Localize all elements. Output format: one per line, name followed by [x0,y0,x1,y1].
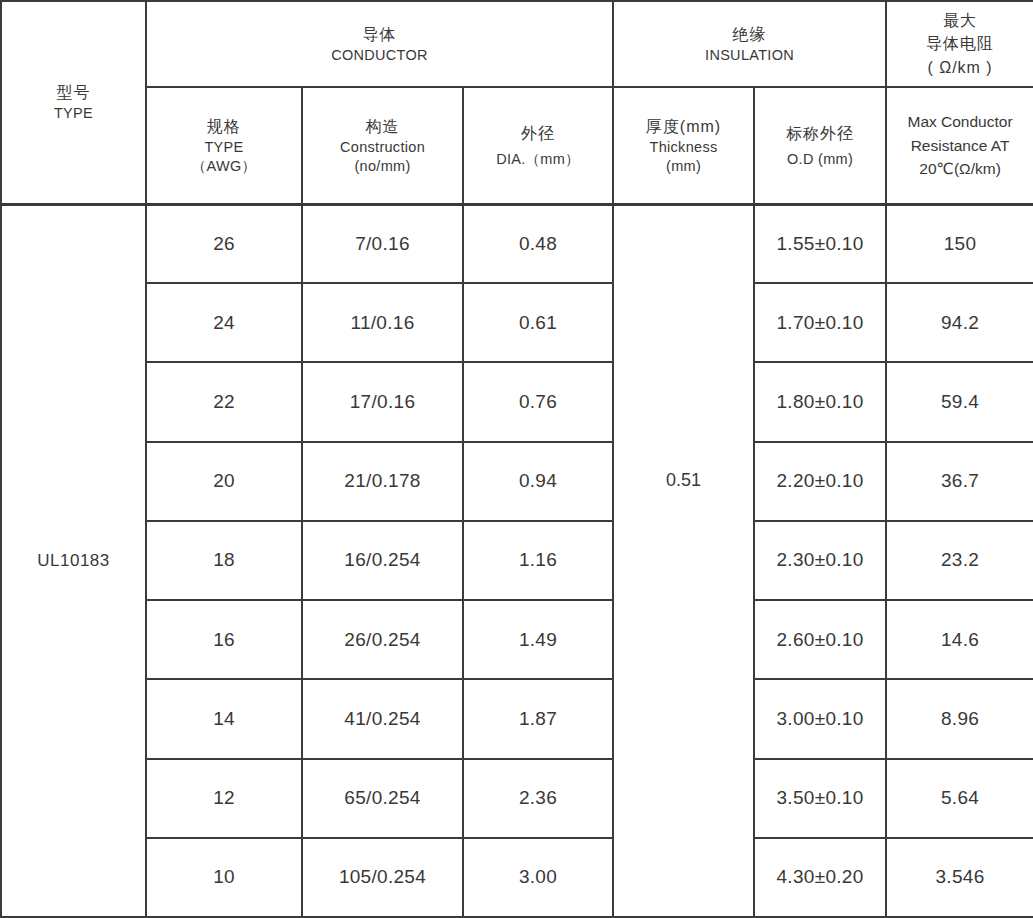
cell-construction: 21/0.178 [302,442,463,521]
col-group-insulation-cn: 绝缘 [614,23,885,46]
cell-od: 3.50±0.10 [754,759,886,838]
cell-dia: 1.49 [463,600,613,679]
col-header-max-resistance-en: Max Conductor Resistance AT 20℃(Ω/km) [886,87,1033,204]
cell-od: 3.00±0.10 [754,679,886,758]
cell-dia: 0.94 [463,442,613,521]
cell-awg: 16 [146,600,302,679]
header-row-groups: 型号 TYPE 导体 CONDUCTOR 绝缘 INSULATION 最大 导体… [1,1,1033,87]
spec-row: 10 105/0.254 3.00 4.30±0.20 3.546 [1,838,1033,917]
cell-construction: 17/0.16 [302,362,463,441]
cell-od: 2.20±0.10 [754,442,886,521]
cell-dia: 2.36 [463,759,613,838]
cell-resistance: 5.64 [886,759,1033,838]
col-group-insulation-en: INSULATION [614,46,885,65]
cell-resistance: 150 [886,204,1033,283]
cell-construction: 11/0.16 [302,283,463,362]
col-header-awg: 规格 TYPE （AWG） [146,87,302,204]
col-header-od: 标称外径 O.D (mm) [754,87,886,204]
cell-construction: 26/0.254 [302,600,463,679]
cell-resistance: 59.4 [886,362,1033,441]
cell-dia: 1.87 [463,679,613,758]
cell-awg: 24 [146,283,302,362]
cell-dia: 0.76 [463,362,613,441]
cell-construction: 41/0.254 [302,679,463,758]
cell-resistance: 23.2 [886,521,1033,600]
col-header-type-en: TYPE [2,104,145,123]
spec-row: 22 17/0.16 0.76 1.80±0.10 59.4 [1,362,1033,441]
spec-row: 24 11/0.16 0.61 1.70±0.10 94.2 [1,283,1033,362]
cell-awg: 26 [146,204,302,283]
cell-od: 2.30±0.10 [754,521,886,600]
cell-resistance: 14.6 [886,600,1033,679]
cell-od: 1.55±0.10 [754,204,886,283]
spec-row: UL10183 26 7/0.16 0.48 0.51 1.55±0.10 15… [1,204,1033,283]
cell-awg: 12 [146,759,302,838]
cell-resistance: 94.2 [886,283,1033,362]
col-header-construction: 构造 Construction (no/mm) [302,87,463,204]
cell-resistance: 36.7 [886,442,1033,521]
spec-row: 18 16/0.254 1.16 2.30±0.10 23.2 [1,521,1033,600]
cell-awg: 10 [146,838,302,917]
header-row-subcolumns: 规格 TYPE （AWG） 构造 Construction (no/mm) 外径… [1,87,1033,204]
cell-construction: 65/0.254 [302,759,463,838]
col-group-conductor-en: CONDUCTOR [147,46,612,65]
cell-od: 1.80±0.10 [754,362,886,441]
cell-awg: 14 [146,679,302,758]
thickness-value-cell: 0.51 [613,204,754,917]
cell-construction: 105/0.254 [302,838,463,917]
spec-row: 16 26/0.254 1.49 2.60±0.10 14.6 [1,600,1033,679]
cell-resistance: 8.96 [886,679,1033,758]
wire-spec-table: 型号 TYPE 导体 CONDUCTOR 绝缘 INSULATION 最大 导体… [0,0,1033,918]
cell-dia: 3.00 [463,838,613,917]
spec-row: 14 41/0.254 1.87 3.00±0.10 8.96 [1,679,1033,758]
cell-dia: 1.16 [463,521,613,600]
cell-dia: 0.48 [463,204,613,283]
cell-od: 1.70±0.10 [754,283,886,362]
col-group-conductor-cn: 导体 [147,23,612,46]
spec-row: 12 65/0.254 2.36 3.50±0.10 5.64 [1,759,1033,838]
cell-od: 4.30±0.20 [754,838,886,917]
type-value-cell: UL10183 [1,204,146,917]
col-header-thickness: 厚度(mm) Thickness (mm) [613,87,754,204]
cell-dia: 0.61 [463,283,613,362]
cell-construction: 7/0.16 [302,204,463,283]
col-group-conductor: 导体 CONDUCTOR [146,1,613,87]
cell-awg: 22 [146,362,302,441]
thickness-value: 0.51 [666,470,701,491]
col-header-max-resistance-cn: 最大 导体电阻 ( Ω/km ) [886,1,1033,87]
cell-awg: 20 [146,442,302,521]
col-header-dia: 外径 DIA.（mm） [463,87,613,204]
cell-construction: 16/0.254 [302,521,463,600]
col-group-insulation: 绝缘 INSULATION [613,1,886,87]
cell-resistance: 3.546 [886,838,1033,917]
wire-spec-sheet: 型号 TYPE 导体 CONDUCTOR 绝缘 INSULATION 最大 导体… [0,0,1033,918]
col-header-type: 型号 TYPE [1,1,146,204]
cell-awg: 18 [146,521,302,600]
cell-od: 2.60±0.10 [754,600,886,679]
col-header-type-cn: 型号 [2,81,145,104]
spec-row: 20 21/0.178 0.94 2.20±0.10 36.7 [1,442,1033,521]
